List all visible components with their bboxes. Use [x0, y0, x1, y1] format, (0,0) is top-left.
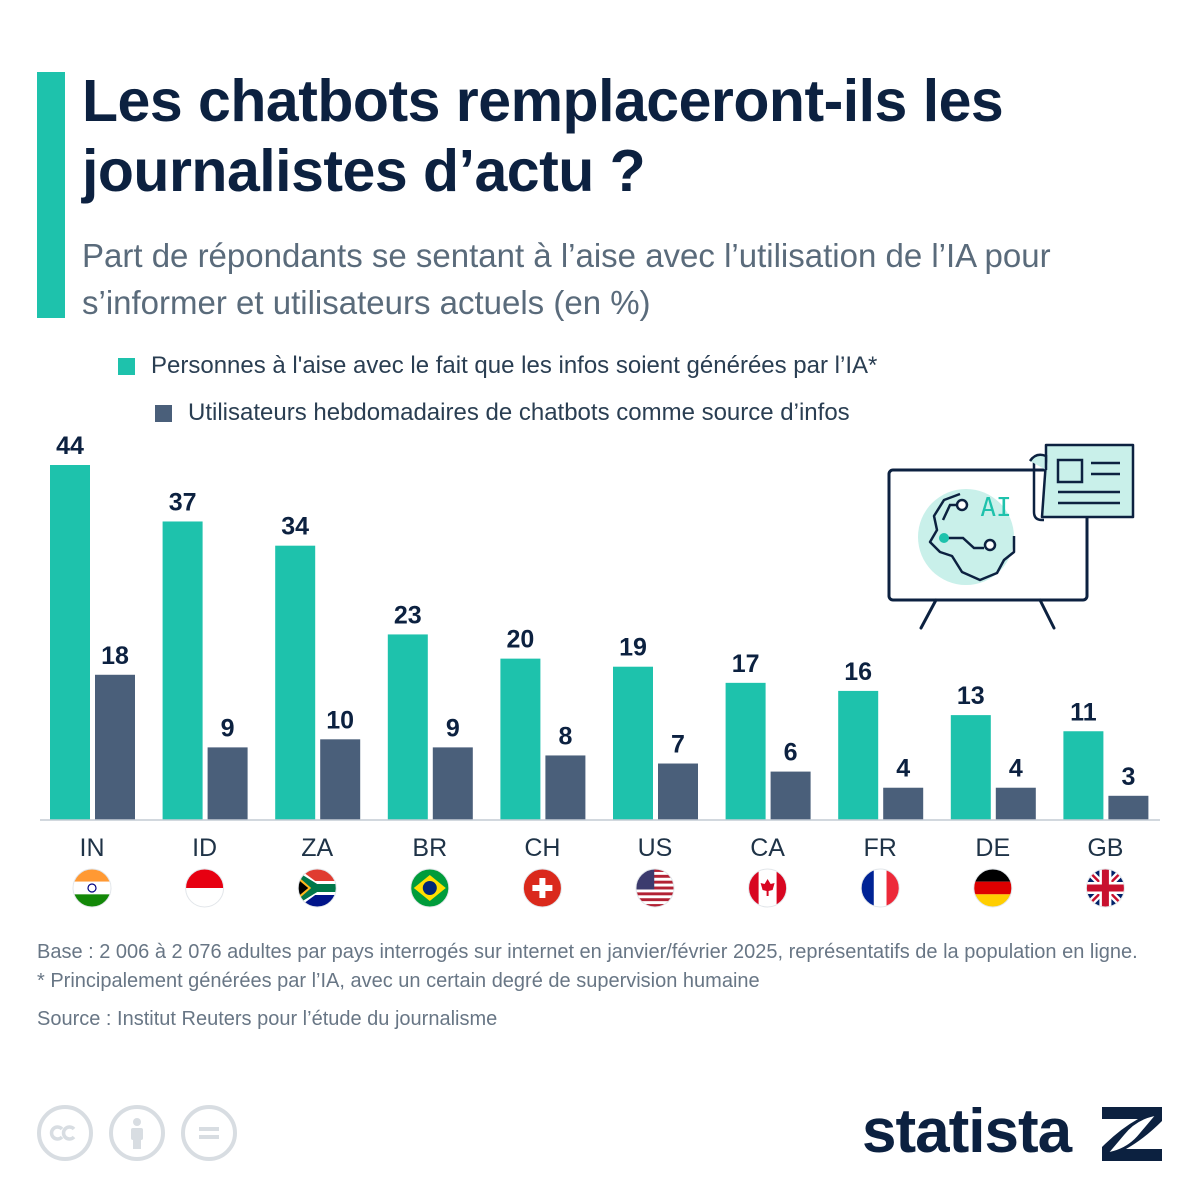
switzerland-flag [522, 868, 562, 908]
bar-id-series-2 [207, 747, 248, 820]
bar-fr-series-1 [838, 690, 879, 820]
circuit-node-right [983, 538, 997, 552]
bar-br-series-2 [432, 747, 473, 820]
india-flag [72, 868, 112, 908]
legend-swatch-slate [155, 405, 172, 422]
value-label-de-series-2: 4 [1009, 755, 1023, 783]
ai-label: AI [980, 493, 1011, 523]
chart-title: Les chatbots remplaceront-ils les journa… [82, 68, 1004, 204]
statista-logo[interactable]: statista [862, 1095, 1172, 1175]
bar-za-series-2 [320, 739, 361, 820]
bar-in-series-1 [50, 465, 90, 820]
value-label-de-series-1: 13 [957, 682, 985, 710]
value-label-fr-series-1: 16 [844, 658, 872, 686]
bar-in-series-2 [95, 674, 135, 820]
value-label-gb-series-1: 11 [1070, 698, 1097, 726]
category-label-gb: GB [1087, 834, 1123, 862]
creative-commons-icon[interactable] [37, 1105, 93, 1161]
bar-br-series-1 [387, 634, 428, 820]
newspaper-sheet [1040, 443, 1135, 519]
no-derivatives-icon[interactable] [181, 1105, 237, 1161]
value-label-br-series-1: 23 [394, 601, 422, 629]
brazil-flag [410, 868, 450, 908]
value-label-ch-series-1: 20 [506, 626, 534, 654]
category-label-br: BR [412, 834, 447, 862]
category-label-id: ID [192, 834, 217, 862]
category-label-fr: FR [864, 834, 897, 862]
value-label-ch-series-2: 8 [558, 722, 572, 750]
bar-ca-series-1 [725, 682, 766, 820]
bar-ca-series-2 [770, 771, 811, 820]
bars-layer: 4418IN379ID3410ZA239BR208CH197US176CA164… [40, 432, 1160, 862]
value-label-gb-series-2: 3 [1121, 763, 1135, 791]
value-label-id-series-2: 9 [221, 714, 235, 742]
south-africa-flag [297, 868, 337, 908]
flags-layer [72, 868, 1125, 908]
title-accent-bar [37, 72, 65, 318]
category-label-ch: CH [524, 834, 560, 862]
source-note: Source : Institut Reuters pour l’étude d… [37, 1008, 498, 1030]
legend-swatch-teal [118, 358, 135, 375]
bar-us-series-1 [613, 666, 653, 820]
monitor-leg-left [919, 598, 938, 630]
legend-label-weekly-users: Utilisateurs hebdomadaires de chatbots c… [188, 399, 850, 426]
category-label-us: US [638, 834, 673, 862]
chart-subtitle: Part de répondants se sentant à l’aise a… [82, 237, 1051, 321]
base-note: Base : 2 006 à 2 076 adultes par pays in… [37, 941, 1138, 963]
value-label-za-series-2: 10 [326, 706, 354, 734]
bar-za-series-1 [275, 545, 316, 820]
footnotes: Base : 2 006 à 2 076 adultes par pays in… [37, 938, 1157, 1034]
value-label-br-series-2: 9 [446, 714, 460, 742]
value-label-ca-series-2: 6 [784, 739, 798, 767]
category-label-ca: CA [750, 834, 785, 862]
value-label-us-series-1: 19 [619, 634, 647, 662]
value-label-fr-series-2: 4 [896, 755, 910, 783]
bar-gb-series-1 [1063, 731, 1104, 820]
uk-flag [1085, 868, 1125, 908]
ai-head-circle [918, 489, 1014, 585]
legend-label-comfortable: Personnes à l'aise avec le fait que les … [151, 352, 878, 379]
value-label-za-series-1: 34 [281, 513, 309, 541]
ai-news-illustration: AI [887, 443, 1135, 630]
attribution-icon[interactable] [109, 1105, 165, 1161]
indonesia-flag [185, 868, 225, 908]
value-label-ca-series-1: 17 [732, 650, 760, 678]
category-label-in: IN [80, 834, 105, 862]
value-label-in-series-1: 44 [56, 432, 84, 460]
statista-wordmark: statista [862, 1097, 1072, 1166]
category-label-za: ZA [301, 834, 333, 862]
usa-flag [635, 868, 675, 908]
circuit-node-top [955, 498, 969, 512]
bar-ch-series-2 [545, 755, 586, 820]
bar-de-series-1 [950, 715, 991, 820]
france-flag [860, 868, 900, 908]
bar-id-series-1 [162, 521, 203, 820]
bar-gb-series-2 [1108, 795, 1149, 820]
canada-flag [748, 868, 788, 908]
value-label-us-series-2: 7 [671, 731, 685, 759]
bar-fr-series-2 [883, 787, 924, 820]
statista-mark-icon [1102, 1107, 1162, 1161]
newspaper-photo-box [1056, 458, 1084, 484]
monitor-leg-right [1038, 598, 1056, 630]
license-icons [37, 1105, 247, 1167]
value-label-in-series-2: 18 [101, 642, 129, 670]
germany-flag [973, 868, 1013, 908]
bar-de-series-2 [995, 787, 1036, 820]
value-label-id-series-1: 37 [169, 488, 197, 516]
bar-ch-series-1 [500, 658, 541, 820]
bar-us-series-2 [658, 763, 698, 820]
category-label-de: DE [975, 834, 1010, 862]
ai-head-outline [928, 492, 1016, 582]
newspaper-curl [1032, 461, 1044, 522]
asterisk-note: * Principalement générées par l’IA, avec… [37, 970, 760, 992]
circuit-node-left [939, 533, 949, 543]
newspaper-fold [1028, 453, 1048, 470]
